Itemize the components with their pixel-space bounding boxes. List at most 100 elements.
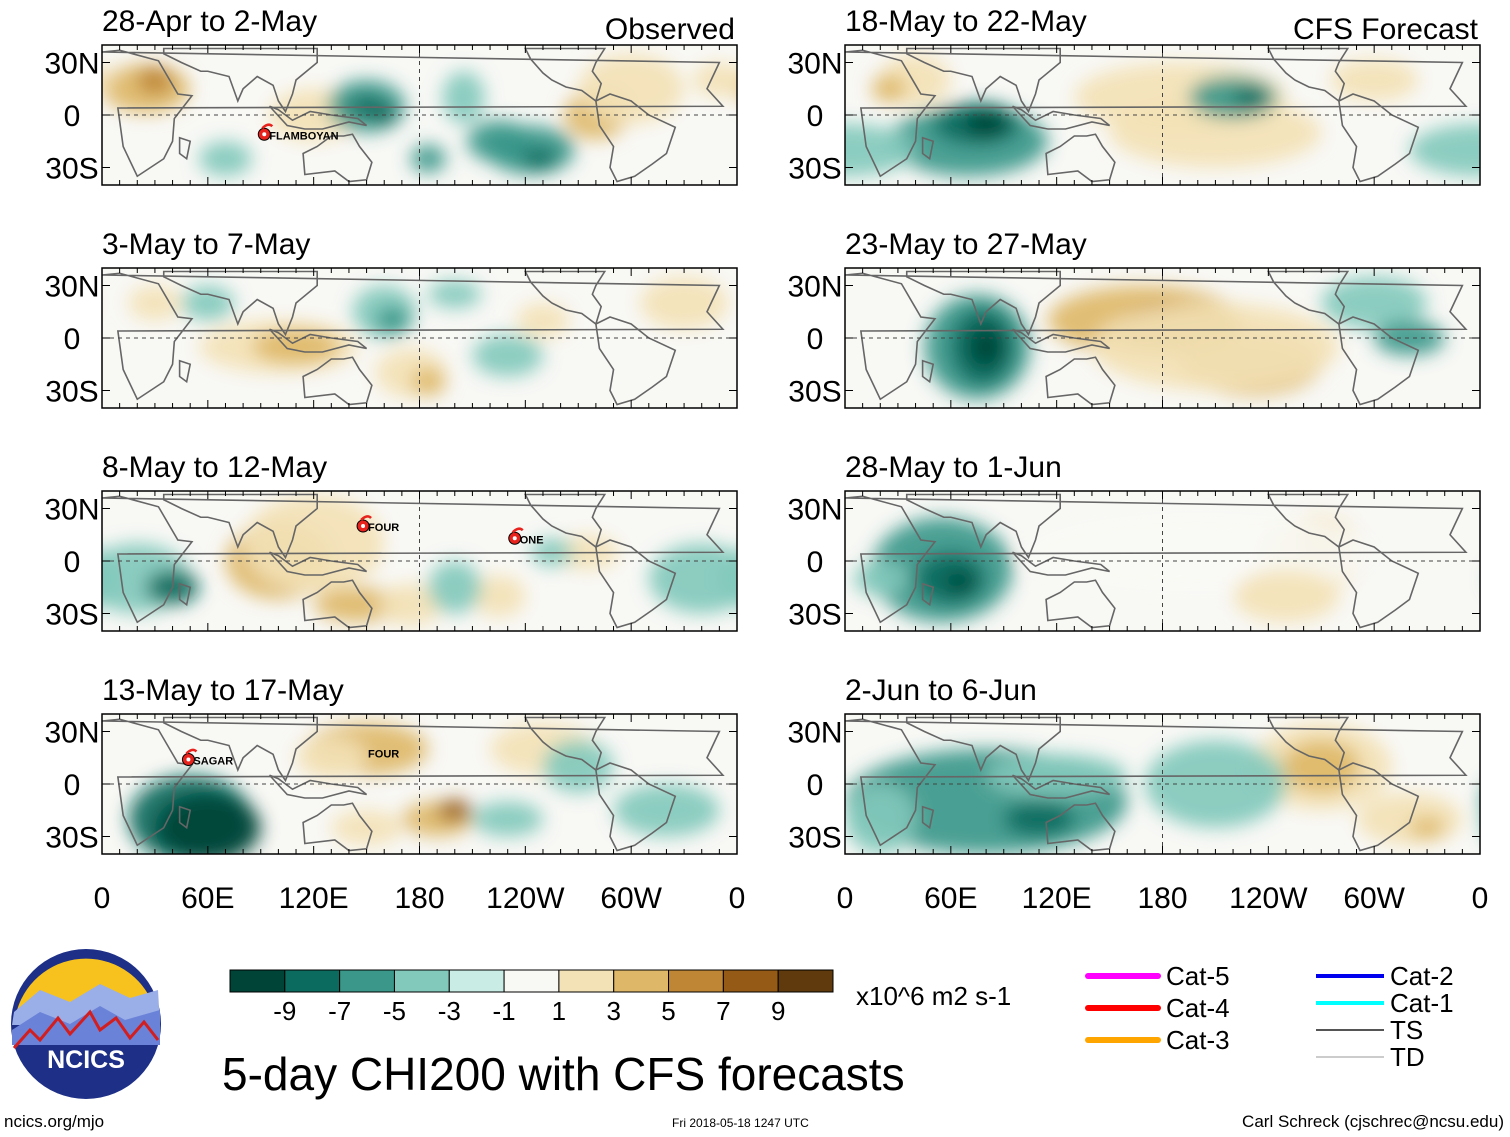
- coastline: [178, 136, 192, 161]
- anomaly-blob: [428, 561, 482, 614]
- legend-label: Cat-2: [1390, 961, 1454, 991]
- anomaly-blob: [945, 571, 974, 593]
- y-tick-label: 30S: [788, 599, 841, 632]
- colorbar-tick-label: 9: [771, 996, 785, 1026]
- anomaly-blob: [578, 53, 685, 124]
- anomaly-blob: [871, 74, 907, 103]
- y-tick-label: 0: [64, 100, 81, 133]
- coastline: [921, 136, 935, 161]
- coastline: [302, 802, 373, 852]
- anomaly-blob: [410, 367, 446, 396]
- panel: 30N 0 30S 3-May to 7-May: [0, 228, 738, 409]
- anomaly-blob: [1091, 303, 1339, 391]
- coastline: [1267, 47, 1350, 103]
- ncics-logo: NCICS: [11, 949, 161, 1099]
- coastline: [162, 493, 318, 560]
- anomaly-blob: [472, 801, 543, 837]
- anomaly-blob: [410, 144, 446, 173]
- legend-label: TS: [1390, 1015, 1423, 1045]
- storm-label: FOUR: [368, 522, 399, 534]
- anomaly-blob: [613, 784, 720, 837]
- anomaly-blob: [128, 285, 182, 321]
- colorbar-tick-label: 1: [552, 996, 566, 1026]
- anomaly-blob: [378, 583, 443, 626]
- coastline: [595, 762, 677, 852]
- colorbar-swatch: [668, 969, 724, 993]
- anomaly-blob: [1330, 59, 1419, 101]
- anomaly-blob: [964, 109, 1008, 138]
- x-tick-label: 60E: [181, 882, 234, 915]
- colorbar-swatch: [613, 969, 670, 993]
- y-tick-label: 0: [807, 769, 824, 802]
- anomaly-blob: [1480, 749, 1510, 854]
- anomaly-blob: [296, 736, 367, 779]
- coastline: [162, 47, 318, 114]
- y-tick-label: 30S: [45, 376, 98, 409]
- coastline: [1267, 716, 1350, 772]
- anomaly-blob: [845, 784, 916, 854]
- coastline: [905, 47, 1061, 114]
- figure-title: 5-day CHI200 with CFS forecasts: [222, 1048, 905, 1100]
- anomaly-blob: [845, 123, 916, 177]
- storm-label: SAGAR: [193, 756, 233, 768]
- coastline: [524, 493, 607, 549]
- coastline: [595, 93, 677, 183]
- coastline: [845, 49, 1468, 178]
- anomaly-blob: [1356, 792, 1463, 846]
- anomaly-blob: [313, 587, 402, 623]
- colorbar-swatch: [503, 969, 560, 993]
- legend-label: TD: [1390, 1042, 1425, 1072]
- anomaly-blob: [1506, 517, 1510, 622]
- coastline: [905, 493, 1061, 560]
- panel: 30N 0 30S 18-May to 22-May CFS Forecast: [787, 5, 1481, 186]
- anomaly-blob: [243, 494, 385, 593]
- coastline: [178, 359, 192, 384]
- y-tick-label: 30N: [787, 717, 842, 750]
- y-tick-label: 30S: [45, 153, 98, 186]
- coastline: [905, 270, 1061, 337]
- coastline: [1045, 133, 1116, 183]
- storm-label: FOUR: [368, 749, 399, 761]
- footer-site: ncics.org/mjo: [4, 1112, 104, 1131]
- storm-label: FLAMBOYAN: [269, 130, 338, 142]
- colorbar-tick-label: -1: [493, 996, 516, 1026]
- x-tick-label: 0: [837, 882, 854, 915]
- anomaly-blob: [1003, 801, 1075, 837]
- x-tick-label: 0: [94, 882, 111, 915]
- y-tick-label: 30N: [787, 271, 842, 304]
- storm-marker: [508, 527, 524, 545]
- legend-label: Cat-3: [1166, 1025, 1230, 1055]
- panel-title: 28-Apr to 2-May: [102, 5, 317, 38]
- anomaly-blob: [639, 276, 729, 330]
- x-tick-label: 60W: [600, 882, 662, 915]
- coastline: [0, 317, 40, 405]
- storm-marker: [356, 515, 372, 533]
- storm-marker: [257, 123, 274, 141]
- coastline: [1045, 802, 1116, 852]
- x-tick-label: 180: [1137, 882, 1187, 915]
- legend-label: Cat-4: [1166, 993, 1230, 1023]
- colorbar-tick-label: -9: [273, 996, 296, 1026]
- footer-credit: Carl Schreck (cjschrec@ncsu.edu): [1242, 1112, 1504, 1131]
- coastline: [595, 539, 677, 629]
- x-tick-label: 120E: [279, 882, 349, 915]
- coastline: [302, 579, 373, 629]
- anomaly-blob: [181, 285, 235, 321]
- column-title: CFS Forecast: [1293, 13, 1479, 46]
- y-tick-label: 0: [64, 769, 81, 802]
- coastline: [1011, 328, 1111, 353]
- coastline: [268, 105, 368, 130]
- anomaly-blob: [1480, 784, 1510, 854]
- x-tick-label: 120E: [1022, 882, 1092, 915]
- y-tick-label: 0: [807, 100, 824, 133]
- footer-timestamp: Fri 2018-05-18 1247 UTC: [672, 1116, 809, 1130]
- y-tick-label: 0: [807, 546, 824, 579]
- x-tick-label: 60W: [1343, 882, 1405, 915]
- logo-text: NCICS: [47, 1046, 125, 1074]
- anomaly-blob: [428, 280, 482, 309]
- panel-title: 28-May to 1-Jun: [845, 451, 1062, 484]
- legend-label: Cat-1: [1390, 988, 1454, 1018]
- y-tick-label: 30N: [44, 271, 99, 304]
- x-tick-label: 120W: [1229, 882, 1308, 915]
- x-tick-label: 180: [394, 882, 444, 915]
